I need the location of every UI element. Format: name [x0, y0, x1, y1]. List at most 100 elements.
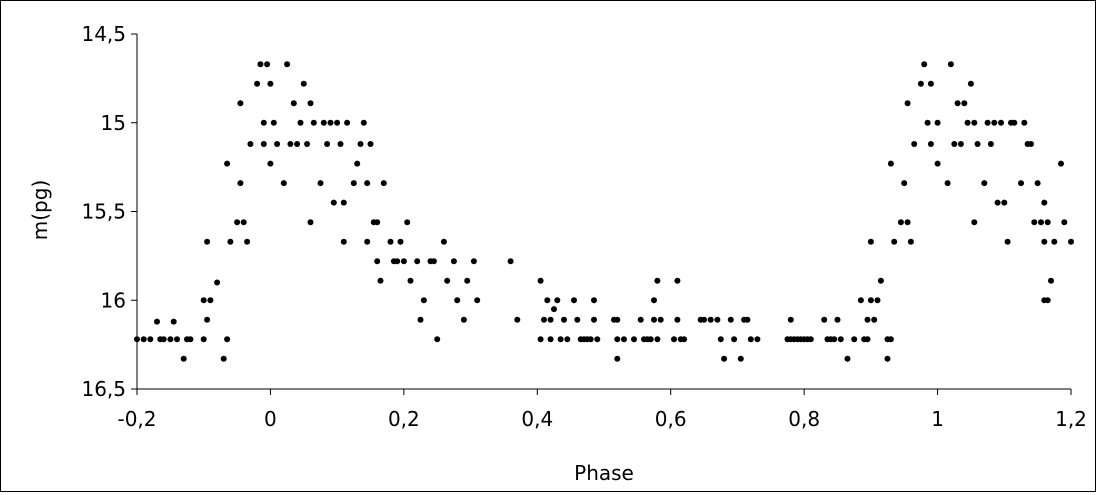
data-point — [867, 297, 874, 304]
data-point — [380, 180, 387, 187]
data-point — [300, 80, 307, 87]
data-point — [237, 100, 244, 107]
data-point — [744, 316, 751, 323]
data-point — [244, 238, 251, 245]
data-point — [374, 219, 381, 226]
data-point — [954, 100, 961, 107]
data-point — [731, 336, 738, 343]
data-point — [547, 316, 554, 323]
data-point — [334, 119, 341, 126]
data-point — [1018, 180, 1024, 187]
x-tick-label: -0,2 — [117, 407, 156, 431]
data-point — [337, 141, 344, 147]
data-point — [274, 141, 281, 147]
data-point — [864, 316, 871, 323]
data-point — [537, 336, 544, 343]
data-point — [701, 316, 708, 323]
data-point — [961, 100, 968, 107]
data-point — [657, 316, 664, 323]
data-point — [864, 336, 871, 343]
data-point — [934, 160, 941, 167]
data-point — [160, 336, 167, 343]
data-point — [907, 238, 914, 245]
data-point — [307, 100, 314, 107]
data-points — [134, 61, 1074, 362]
x-tick-label: 0,2 — [388, 407, 420, 431]
data-point — [1031, 219, 1038, 226]
data-point — [304, 141, 311, 147]
data-point — [364, 180, 371, 187]
x-tick-label: 0,8 — [788, 407, 820, 431]
data-point — [1051, 238, 1058, 245]
data-point — [871, 316, 878, 323]
data-point — [647, 336, 654, 343]
data-point — [737, 355, 744, 362]
data-point — [350, 180, 357, 187]
data-point — [991, 119, 998, 126]
data-point — [260, 141, 267, 147]
data-point — [1041, 238, 1048, 245]
data-point — [1048, 277, 1054, 284]
data-point — [614, 355, 621, 362]
data-point — [637, 316, 644, 323]
data-point — [557, 336, 564, 343]
data-point — [551, 306, 557, 313]
data-point — [807, 336, 814, 343]
data-point — [324, 141, 331, 147]
data-point — [224, 336, 231, 343]
data-point — [200, 336, 207, 343]
data-point — [154, 318, 160, 325]
data-point — [671, 336, 677, 343]
data-point — [367, 141, 374, 147]
data-point — [404, 219, 411, 226]
data-point — [267, 160, 274, 167]
data-point — [254, 80, 261, 87]
data-point — [470, 258, 477, 265]
y-tick-label: 14,5 — [81, 22, 126, 46]
data-point — [887, 160, 894, 167]
data-point — [430, 258, 437, 265]
data-point — [1034, 180, 1041, 187]
data-point — [614, 336, 621, 343]
data-point — [884, 355, 891, 362]
data-point — [544, 297, 551, 304]
data-point — [897, 219, 904, 226]
data-point — [204, 316, 211, 323]
data-point — [877, 277, 884, 284]
data-point — [1068, 238, 1074, 245]
data-point — [1001, 199, 1008, 206]
data-point — [714, 316, 721, 323]
data-point — [574, 316, 581, 323]
data-point — [944, 180, 951, 187]
data-point — [294, 141, 301, 147]
x-tick-label: 0,6 — [655, 407, 687, 431]
data-point — [651, 316, 657, 323]
data-point — [460, 316, 467, 323]
data-point — [541, 316, 547, 323]
data-point — [444, 277, 451, 284]
data-point — [1041, 199, 1048, 206]
x-axis-ticks: -0,2 0 0,2 0,4 0,6 0,8 1 1,2 — [117, 389, 1087, 431]
x-axis-label: Phase — [574, 461, 634, 485]
data-point — [264, 61, 271, 68]
data-point — [984, 119, 991, 126]
data-point — [344, 119, 351, 126]
data-point — [364, 238, 371, 245]
data-point — [654, 336, 661, 343]
data-point — [834, 316, 841, 323]
data-point — [717, 336, 724, 343]
data-point — [951, 141, 958, 147]
data-point — [147, 336, 154, 343]
data-point — [971, 219, 978, 226]
data-point — [707, 316, 714, 323]
data-point — [924, 119, 931, 126]
data-point — [621, 336, 627, 343]
data-point — [514, 316, 521, 323]
data-point — [207, 297, 214, 304]
data-point — [287, 141, 294, 147]
data-point — [727, 316, 734, 323]
data-point — [340, 238, 347, 245]
data-point — [397, 238, 404, 245]
y-tick-label: 16,5 — [81, 377, 126, 401]
data-point — [260, 119, 267, 126]
